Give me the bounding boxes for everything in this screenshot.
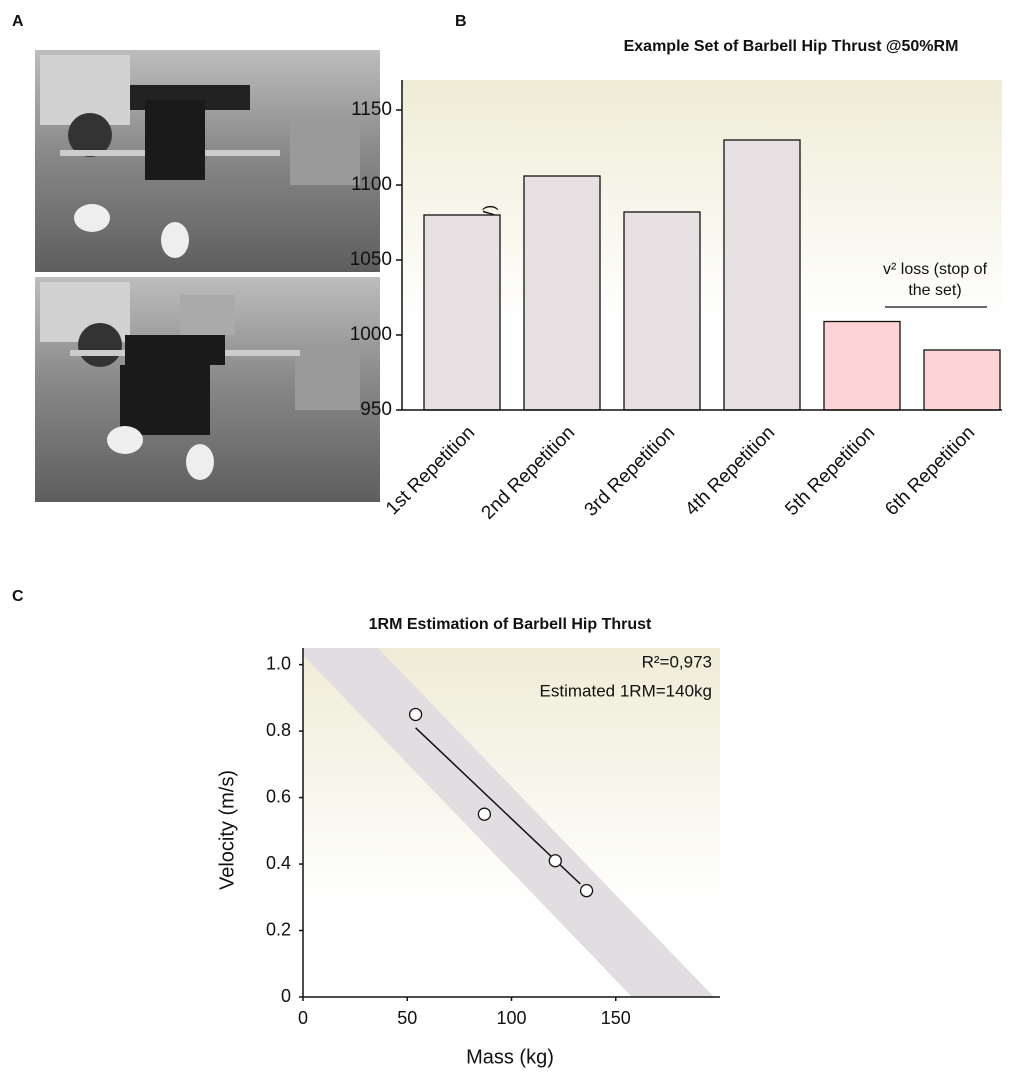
panel-label: C [12, 588, 24, 605]
bar [623, 211, 701, 411]
bar [723, 139, 801, 411]
bar [823, 320, 901, 411]
y-tick-label: 950 [360, 399, 392, 420]
bar [923, 349, 1001, 411]
annotation: the set) [908, 282, 961, 299]
y-tick-label: 1050 [350, 249, 392, 270]
x-tick-label: 0 [298, 1008, 308, 1028]
bar [423, 214, 501, 411]
y-tick-label: 0.2 [266, 919, 291, 939]
y-tick-label: 0.4 [266, 853, 291, 873]
x-tick-label: 150 [601, 1008, 631, 1028]
x-tick-label: 4th Repetition [681, 422, 779, 520]
photo-top [35, 50, 380, 272]
x-axis-label: Mass (kg) [466, 1046, 554, 1068]
annotation: v² loss (stop of [883, 261, 988, 278]
point [579, 883, 594, 898]
x-tick-label: 6th Repetition [881, 422, 979, 520]
y-tick-label: 0.8 [266, 720, 291, 740]
y-tick-label: 0.6 [266, 786, 291, 806]
x-tick-label: 3rd Repetition [581, 422, 679, 520]
panel-label: A [12, 13, 24, 30]
point [548, 854, 562, 868]
x-tick-label: 2nd Repetition [478, 422, 580, 524]
point [408, 707, 423, 722]
chart-title: 1RM Estimation of Barbell Hip Thrust [369, 616, 652, 633]
y-tick-label: 0 [281, 986, 291, 1006]
annotation: R²=0,973 [642, 652, 712, 671]
panel-label: B [455, 13, 467, 30]
bar [523, 175, 601, 411]
annotation: Estimated 1RM=140kg [540, 681, 712, 700]
y-tick-label: 1100 [351, 174, 392, 195]
photo-bottom [35, 277, 380, 502]
y-tick-label: 1.0 [266, 653, 291, 673]
chart-title: Example Set of Barbell Hip Thrust @50%RM [624, 38, 959, 55]
x-tick-label: 1st Repetition [382, 422, 479, 519]
x-tick-label: 50 [397, 1008, 417, 1028]
prediction-band [303, 648, 714, 997]
y-axis-label: Velocity (m/s) [216, 770, 238, 890]
point [477, 807, 492, 821]
y-tick-label: 1150 [351, 99, 392, 120]
x-tick-label: 100 [496, 1008, 526, 1028]
y-tick-label: 1000 [350, 324, 392, 345]
plot-background [402, 80, 1002, 410]
x-tick-label: 5th Repetition [781, 422, 879, 520]
